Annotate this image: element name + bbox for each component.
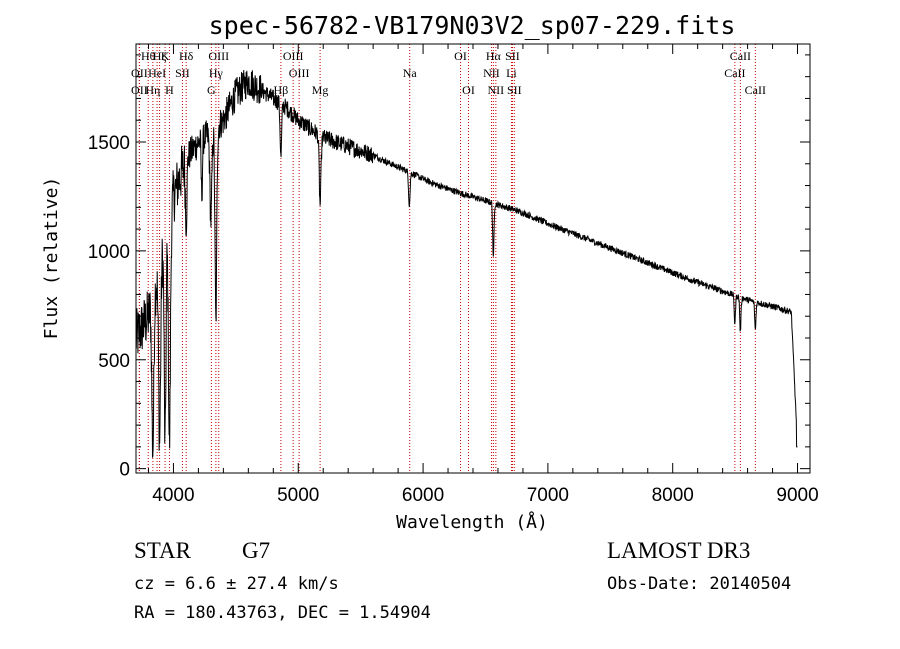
line-marker-label: H	[165, 83, 174, 97]
x-tick-label: 8000	[652, 485, 694, 506]
y-axis-label: Flux (relative)	[41, 177, 62, 340]
x-tick-label: 9000	[776, 485, 818, 506]
line-marker-label: SII	[175, 66, 190, 80]
coordinates: RA = 180.43763, DEC = 1.54904	[134, 603, 431, 623]
y-tick-label: 0	[119, 460, 130, 481]
line-marker-label: OIII	[283, 49, 304, 63]
line-marker-label: Li	[506, 66, 517, 80]
line-marker-label: OI	[462, 83, 475, 97]
y-axis-ticks: 0 500 1000 1500	[88, 54, 810, 481]
line-marker-label: OI	[454, 49, 467, 63]
line-marker-label: G	[207, 83, 216, 97]
line-marker-label: Mg	[312, 83, 329, 97]
line-marker-label: HeI	[148, 66, 166, 80]
redshift-value: cz = 6.6 ± 27.4 km/s	[134, 574, 339, 594]
plot-frame	[135, 43, 811, 474]
spectral-line-labels: OIIOIIHθHηHeIHζKHSIIHδGHγOIIIHβOIIIOIIIM…	[131, 49, 766, 97]
line-marker-label: Hδ	[179, 49, 194, 63]
line-marker-label: NII	[483, 66, 500, 80]
y-tick-label: 500	[98, 351, 130, 372]
survey-name: LAMOST DR3	[607, 538, 751, 563]
line-marker-label: Na	[403, 66, 418, 80]
line-marker-label: K	[161, 49, 170, 63]
line-marker-label: Hζ	[153, 49, 167, 63]
x-axis-ticks: 4000 5000 6000 7000 8000 9000	[147, 44, 819, 506]
line-marker-label: SII	[505, 49, 520, 63]
x-axis-label: Wavelength (Å)	[396, 511, 548, 533]
line-marker-label: CaII	[724, 66, 745, 80]
line-marker-label: SII	[507, 83, 522, 97]
y-tick-label: 1500	[88, 133, 130, 154]
line-marker-label: Hθ	[141, 49, 156, 63]
observation-date: Obs-Date: 20140504	[607, 574, 792, 594]
line-marker-label: OIII	[289, 66, 310, 80]
line-marker-label: Hη	[145, 83, 160, 97]
x-tick-label: 7000	[527, 485, 569, 506]
line-marker-label: Hβ	[274, 83, 289, 97]
line-marker-label: OII	[131, 66, 148, 80]
line-marker-label: CaII	[730, 49, 751, 63]
spectrum-line	[135, 70, 798, 458]
y-tick-label: 1000	[88, 242, 130, 263]
x-tick-label: 5000	[277, 485, 319, 506]
line-marker-label: Hα	[486, 49, 502, 63]
line-marker-label: OII	[131, 83, 148, 97]
chart-title: spec-56782-VB179N03V2_sp07-229.fits	[209, 11, 736, 40]
line-marker-label: NII	[488, 83, 505, 97]
object-subclass: G7	[242, 538, 271, 563]
line-marker-label: CaII	[745, 83, 766, 97]
object-class: STAR	[134, 538, 191, 563]
line-marker-label: Hγ	[209, 66, 224, 80]
x-tick-label: 6000	[402, 485, 444, 506]
x-tick-label: 4000	[152, 485, 194, 506]
line-marker-label: OIII	[208, 49, 229, 63]
